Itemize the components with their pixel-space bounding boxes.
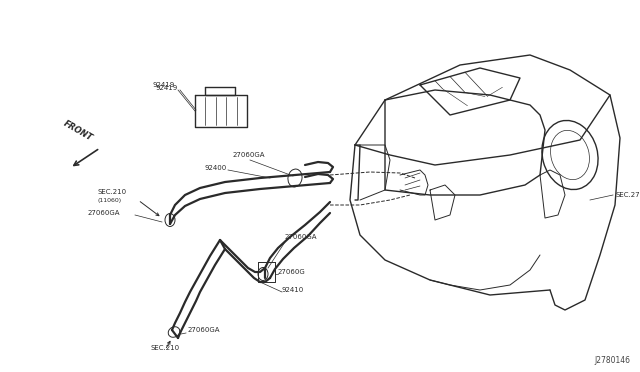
Text: SEC.270: SEC.270 <box>615 192 640 198</box>
Text: 92419: 92419 <box>153 82 175 88</box>
Text: 92400: 92400 <box>205 165 227 171</box>
Text: 92419: 92419 <box>156 85 178 91</box>
Text: J2780146: J2780146 <box>594 356 630 365</box>
Text: 92410: 92410 <box>282 287 304 293</box>
Text: 27060GA: 27060GA <box>285 234 317 240</box>
Text: 27060G: 27060G <box>278 269 306 275</box>
Text: SEC.210: SEC.210 <box>150 345 180 351</box>
Text: 27060GA: 27060GA <box>188 327 221 333</box>
Text: SEC.210: SEC.210 <box>98 189 127 195</box>
Text: 27060GA: 27060GA <box>88 210 120 216</box>
Text: 27060GA: 27060GA <box>233 152 266 158</box>
Text: (11060): (11060) <box>98 198 122 203</box>
Text: FRONT: FRONT <box>62 119 94 143</box>
